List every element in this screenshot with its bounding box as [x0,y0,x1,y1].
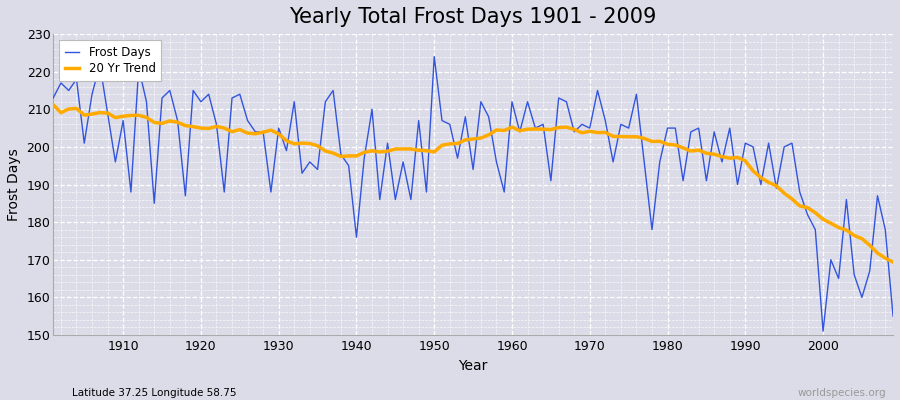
Line: 20 Yr Trend: 20 Yr Trend [53,105,893,262]
Frost Days [507,99,517,104]
20 Yr Trend [281,138,292,143]
20 Yr Trend [499,128,509,133]
20 Yr Trend [48,102,58,107]
Frost Days [48,96,58,100]
Text: Latitude 37.25 Longitude 58.75: Latitude 37.25 Longitude 58.75 [72,388,237,398]
20 Yr Trend [600,130,611,135]
Title: Yearly Total Frost Days 1901 - 2009: Yearly Total Frost Days 1901 - 2009 [290,7,657,27]
Legend: Frost Days, 20 Yr Trend: Frost Days, 20 Yr Trend [59,40,161,81]
Y-axis label: Frost Days: Frost Days [7,148,21,221]
Frost Days [281,148,292,153]
Line: Frost Days: Frost Days [53,57,893,331]
Frost Days [428,54,439,59]
20 Yr Trend [887,260,898,264]
Frost Days [887,314,898,318]
Frost Days [515,130,526,134]
20 Yr Trend [110,115,121,120]
Frost Days [818,329,829,334]
Frost Days [110,160,121,164]
20 Yr Trend [328,151,338,156]
Frost Days [328,88,338,93]
Text: worldspecies.org: worldspecies.org [798,388,886,398]
Frost Days [608,160,618,164]
X-axis label: Year: Year [458,359,488,373]
20 Yr Trend [507,125,517,130]
